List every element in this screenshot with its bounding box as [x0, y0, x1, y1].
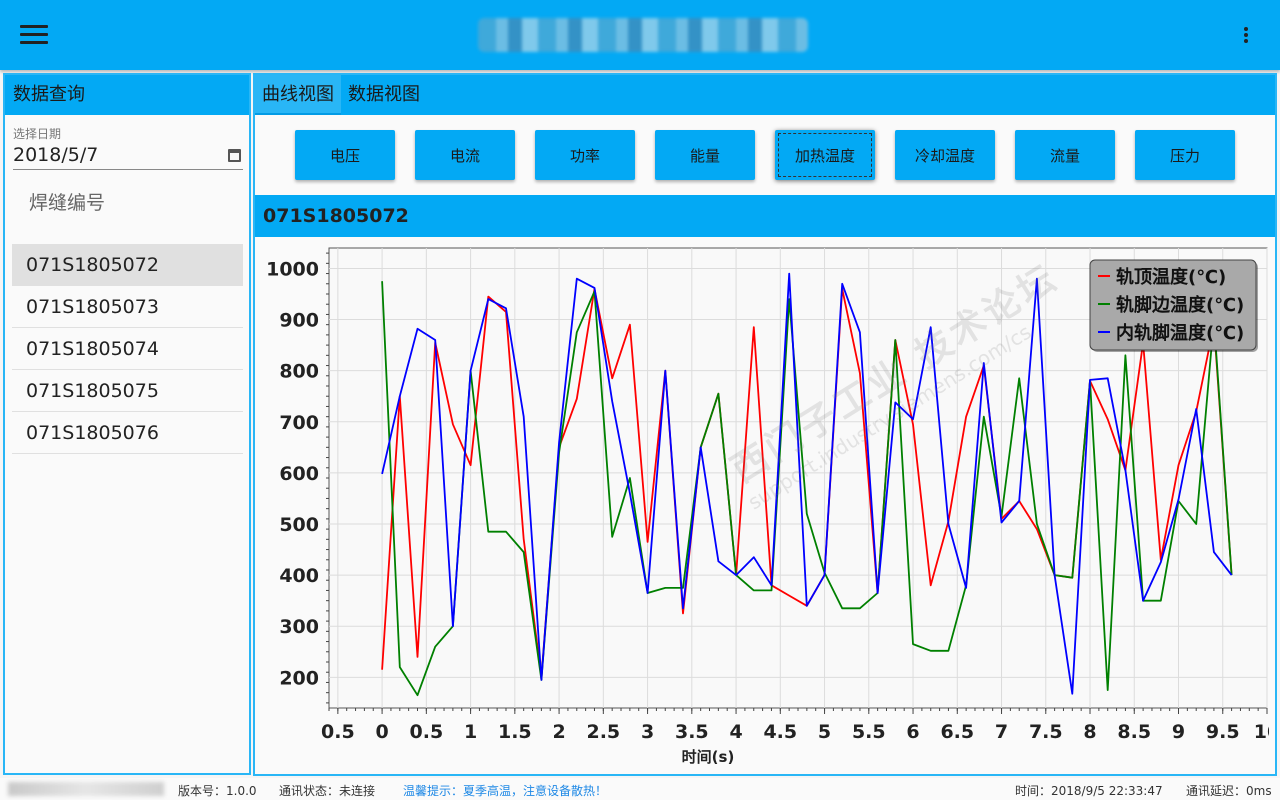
query-panel: 数据查询 选择日期 2018/5/7 焊缝编号 071S1805072 071S…	[3, 73, 251, 775]
x-tick-label: 4	[729, 721, 742, 743]
status-bar: 版本号：1.0.0 通讯状态：未连接 温馨提示：夏季高温，注意设备散热！ 时间：…	[0, 778, 1280, 800]
temperature-chart[interactable]: 200 300 400 500 600 700 800 900 1000 0.5 0 0.5 1 1.5 2…	[263, 244, 1280, 771]
weld-list-item[interactable]: 071S1805073	[12, 286, 243, 328]
tab-curve-view[interactable]: 曲线视图	[255, 75, 341, 115]
y-tick-label: 800	[279, 361, 319, 383]
series-line	[381, 272, 1233, 695]
x-tick-label: 9	[1172, 721, 1185, 743]
latency-text: 通讯延迟：0ms	[1186, 784, 1272, 798]
query-panel-header: 数据查询	[5, 75, 249, 115]
chart-svg[interactable]: 200 300 400 500 600 700 800 900 1000 0.5 0 0.5 1 1.5 2…	[263, 244, 1280, 771]
weld-number-header: 焊缝编号	[29, 192, 106, 214]
y-tick-label: 700	[279, 412, 319, 434]
x-tick-label: 0.5	[410, 721, 444, 743]
view-panel: 曲线视图 数据视图 电压 电流 功率 能量 加热温度 冷却温度 流量 压力 07…	[253, 73, 1280, 776]
y-tick-label: 900	[279, 310, 319, 332]
series-title: 071S1805072	[255, 195, 1275, 237]
tip-text: 温馨提示：夏季高温，注意设备散热！	[403, 784, 608, 798]
legend-label: 轨顶温度(℃)	[1116, 266, 1226, 288]
app-title-blurred	[478, 18, 808, 52]
company-logo-blurred	[8, 782, 164, 796]
legend	[1089, 259, 1257, 351]
y-tick-label: 400	[279, 565, 319, 587]
date-picker[interactable]: 2018/5/7	[13, 142, 243, 170]
y-tick-label: 300	[279, 616, 319, 638]
weld-number-list: 071S1805072 071S1805073 071S1805074 071S…	[12, 244, 243, 454]
power-button[interactable]: 功率	[535, 130, 635, 180]
cooling-temperature-button[interactable]: 冷却温度	[895, 130, 995, 180]
legend-label: 轨脚边温度(℃)	[1116, 294, 1244, 316]
y-tick-label: 600	[279, 463, 319, 485]
x-tick-label: 5.5	[852, 721, 886, 743]
x-tick-label: 6.5	[940, 721, 974, 743]
tab-data-view[interactable]: 数据视图	[348, 84, 420, 105]
view-tabs: 曲线视图 数据视图	[255, 75, 1275, 115]
x-tick-label: 5	[818, 721, 831, 743]
flow-button[interactable]: 流量	[1015, 130, 1115, 180]
weld-list-item[interactable]: 071S1805076	[12, 412, 243, 454]
x-tick-label: 6	[906, 721, 919, 743]
date-picker-value[interactable]: 2018/5/7	[13, 144, 99, 166]
x-tick-label: 0.5	[321, 721, 355, 743]
date-picker-label: 选择日期	[13, 127, 62, 141]
x-tick-label: 10	[1254, 721, 1269, 743]
x-tick-label: 1	[464, 721, 477, 743]
x-tick-label: 0	[375, 721, 388, 743]
legend-label: 内轨脚温度(℃)	[1116, 322, 1244, 344]
y-tick-label: 500	[279, 514, 319, 536]
measurement-buttons: 电压 电流 功率 能量 加热温度 冷却温度 流量 压力	[295, 130, 1235, 180]
weld-list-item[interactable]: 071S1805075	[12, 370, 243, 412]
voltage-button[interactable]: 电压	[295, 130, 395, 180]
current-button[interactable]: 电流	[415, 130, 515, 180]
weld-list-item[interactable]: 071S1805072	[12, 244, 243, 286]
x-tick-label: 4.5	[763, 721, 797, 743]
x-tick-label: 3	[641, 721, 654, 743]
x-tick-label: 1.5	[498, 721, 532, 743]
x-tick-label: 7	[995, 721, 1008, 743]
x-tick-label: 2.5	[586, 721, 620, 743]
x-axis-label: 时间(s)	[682, 748, 735, 766]
calendar-icon[interactable]	[228, 149, 241, 162]
app-bar	[0, 0, 1280, 70]
heating-temperature-button[interactable]: 加热温度	[775, 130, 875, 180]
pressure-button[interactable]: 压力	[1135, 130, 1235, 180]
y-tick-label: 1000	[266, 258, 319, 280]
comm-status-text: 通讯状态：未连接	[279, 784, 376, 798]
y-tick-label: 200	[279, 667, 319, 689]
time-text: 时间：2018/9/5 22:33:47	[1015, 784, 1163, 798]
more-vert-icon[interactable]	[1238, 26, 1254, 44]
hamburger-menu-icon[interactable]	[20, 25, 48, 45]
x-tick-label: 9.5	[1206, 721, 1240, 743]
x-tick-label: 7.5	[1029, 721, 1063, 743]
x-tick-label: 2	[552, 721, 565, 743]
weld-list-item[interactable]: 071S1805074	[12, 328, 243, 370]
version-text: 版本号：1.0.0	[178, 784, 257, 798]
energy-button[interactable]: 能量	[655, 130, 755, 180]
x-tick-label: 8	[1083, 721, 1096, 743]
x-tick-label: 3.5	[675, 721, 709, 743]
x-tick-label: 8.5	[1117, 721, 1151, 743]
